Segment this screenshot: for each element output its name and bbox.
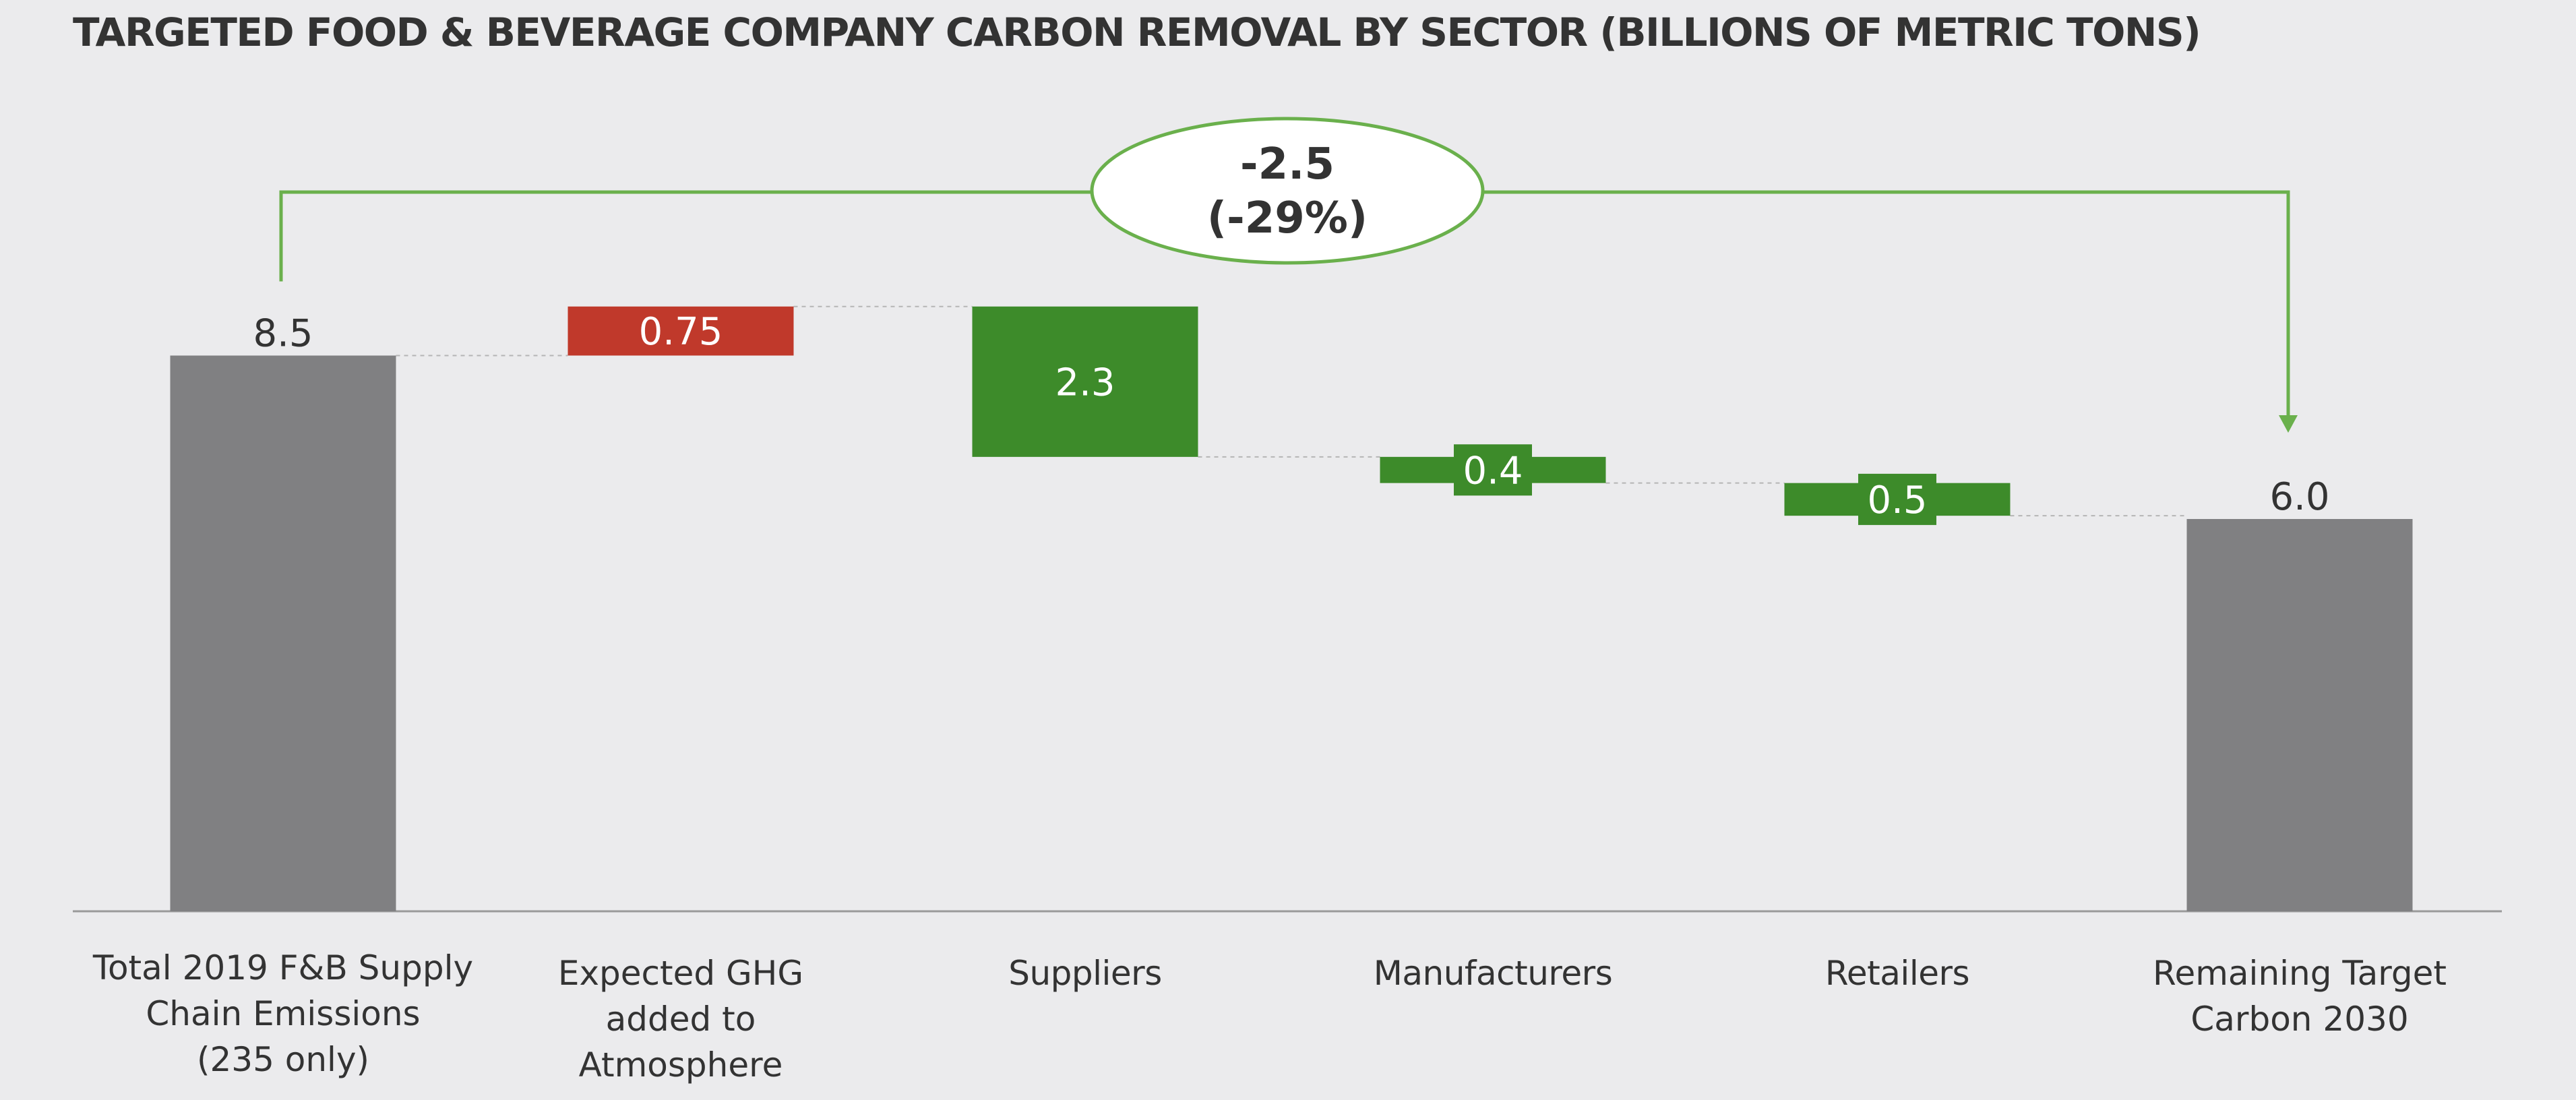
category-label-line: Retailers — [1824, 954, 1970, 993]
category-label-line: (235 only) — [196, 1040, 370, 1079]
total-bar — [2186, 519, 2413, 911]
category-label: Expected GHG added to Atmosphere — [465, 950, 896, 1088]
change-callout-ellipse — [1090, 117, 1485, 265]
category-label-line: Chain Emissions — [146, 994, 421, 1033]
change-bracket-arrowhead — [2279, 415, 2298, 433]
category-label: Remaining Target Carbon 2030 — [2084, 950, 2515, 1042]
bar-value-label: 6.0 — [2269, 475, 2329, 519]
value-label-tag — [1454, 444, 1532, 496]
bar-value-label: 8.5 — [253, 312, 313, 356]
category-label-line: Remaining Target — [2152, 954, 2447, 993]
value-label-tag — [1858, 473, 1936, 525]
category-label-line: Manufacturers — [1373, 954, 1613, 993]
bar-value-label: 0.75 — [639, 310, 723, 354]
category-label: Manufacturers — [1277, 950, 1709, 996]
chart-title: TARGETED FOOD & BEVERAGE COMPANY CARBON … — [73, 9, 2201, 55]
category-label: Retailers — [1682, 950, 2113, 996]
category-label-line: Expected GHG — [557, 954, 804, 993]
bar-value-label: 0.4 — [1463, 449, 1523, 493]
change-callout-percent: (-29%) — [1207, 193, 1368, 243]
increase-bar — [568, 306, 794, 356]
bar-value-label: 2.3 — [1055, 361, 1115, 404]
category-label-line: Carbon 2030 — [2190, 1000, 2409, 1039]
category-label-line: Atmosphere — [578, 1045, 783, 1084]
category-label-line: Total 2019 F&B Supply — [92, 948, 474, 987]
category-label-line: added to — [605, 1000, 756, 1039]
category-label: Suppliers — [869, 950, 1301, 996]
bar-value-label: 0.5 — [1867, 479, 1927, 522]
change-callout-value: -2.5 — [1240, 140, 1335, 189]
decrease-bar — [972, 306, 1198, 457]
total-bar — [170, 355, 396, 911]
category-label: Total 2019 F&B Supply Chain Emissions (235… — [67, 945, 499, 1082]
category-label-line: Suppliers — [1008, 954, 1162, 993]
